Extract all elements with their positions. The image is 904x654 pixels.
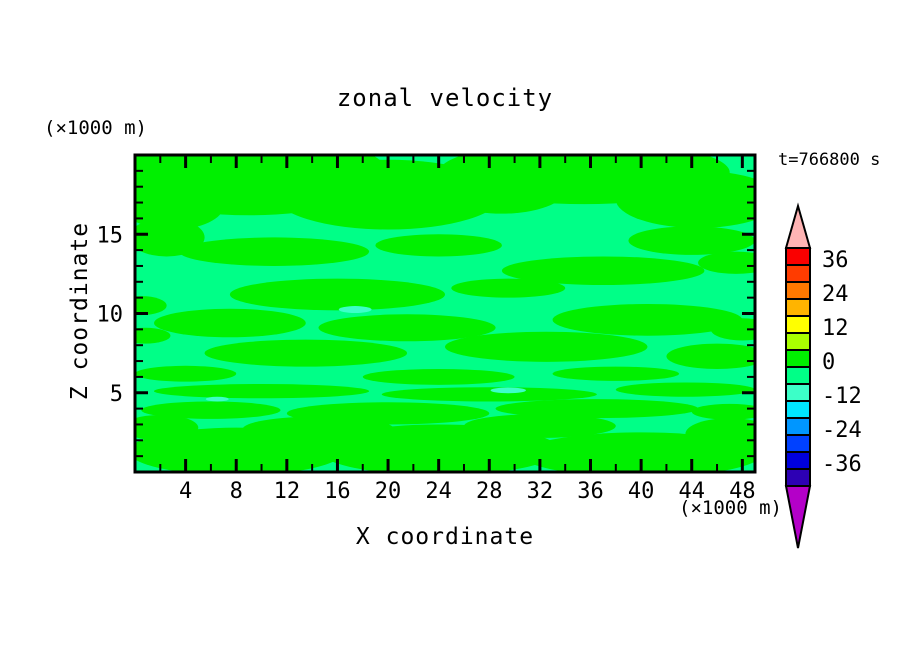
x-tick-label: 12: [274, 479, 301, 504]
field-patch: [552, 366, 680, 381]
field-aqua-patch: [338, 306, 372, 314]
field-patch: [451, 278, 566, 298]
colorbar-tick-label: 24: [822, 282, 849, 307]
colorbar-segment: [785, 281, 811, 300]
field-patch: [698, 251, 755, 274]
field-patch: [153, 384, 370, 399]
field-patch: [135, 414, 199, 441]
x-tick-label: 48: [729, 479, 756, 504]
field-aqua-patch: [490, 387, 526, 394]
x-tick-label: 8: [230, 479, 243, 504]
colorbar-segment: [785, 315, 811, 334]
colorbar-tick-label: -36: [822, 452, 862, 477]
field-patch: [495, 399, 699, 419]
field-patch: [362, 368, 515, 385]
field-patch: [135, 296, 167, 316]
field-patch: [615, 382, 755, 397]
field-patch: [710, 318, 755, 341]
field-patch: [685, 418, 755, 450]
chart-title: zonal velocity: [336, 84, 554, 112]
z-tick-label: 5: [110, 382, 123, 407]
colorbar-segment: [785, 332, 811, 351]
field-patch: [135, 365, 237, 382]
field-patch: [501, 256, 705, 285]
x-tick-label: 32: [527, 479, 554, 504]
field-patch: [229, 278, 445, 311]
field-patch: [242, 416, 395, 442]
colorbar-segment: [785, 451, 811, 470]
colorbar-segment: [785, 247, 811, 266]
colorbar-segment: [785, 417, 811, 436]
x-tick-label: 36: [577, 479, 604, 504]
y-axis-unit-label: (×1000 m): [44, 117, 147, 139]
z-tick-label: 15: [97, 223, 124, 248]
z-tick-label: 10: [97, 303, 124, 328]
field-patch: [375, 234, 502, 257]
field-patch: [691, 403, 755, 420]
field-patch: [135, 327, 171, 344]
x-tick-label: 16: [324, 479, 351, 504]
field-patch: [445, 331, 648, 362]
x-tick-label: 28: [476, 479, 503, 504]
field-patch: [463, 414, 616, 438]
field-patch: [552, 303, 743, 336]
field-patch: [615, 170, 755, 228]
colorbar-under-arrow: [784, 485, 812, 549]
field-patch: [666, 343, 755, 369]
field-patch: [135, 218, 205, 257]
field-patch: [135, 181, 224, 230]
colorbar-segment: [785, 298, 811, 317]
colorbar-segment: [785, 349, 811, 368]
x-axis-title: X coordinate: [355, 524, 535, 550]
colorbar-segment: [785, 468, 811, 487]
x-tick-label: 40: [628, 479, 655, 504]
field-patch: [381, 387, 597, 402]
colorbar-segment: [785, 264, 811, 283]
field-patch: [438, 166, 566, 214]
field-patch: [628, 226, 755, 255]
colorbar-segment: [785, 434, 811, 453]
x-tick-label: 24: [425, 479, 452, 504]
field-patch: [318, 314, 496, 342]
field-patch: [141, 401, 281, 419]
field-patches: [135, 155, 755, 472]
colorbar-tick-label: 12: [822, 316, 849, 341]
colorbar-tick-label: -24: [822, 418, 862, 443]
colorbar-segment: [785, 366, 811, 385]
colorbar-tick-label: 0: [822, 350, 835, 375]
time-annotation: t=766800 s: [778, 150, 881, 170]
field-aqua-patch: [205, 396, 229, 402]
field-patch: [204, 339, 408, 367]
x-axis-unit-label: (×1000 m): [679, 497, 782, 519]
colorbar-segment: [785, 400, 811, 419]
colorbar-tick-label: 36: [822, 248, 849, 273]
field-patch: [153, 308, 306, 338]
colorbar-segment: [785, 383, 811, 402]
field-patch: [179, 237, 370, 266]
x-tick-label: 4: [179, 479, 192, 504]
colorbar-tick-label: -12: [822, 384, 862, 409]
colorbar-over-arrow: [784, 202, 812, 249]
x-tick-label: 20: [375, 479, 402, 504]
x-tick-label: 44: [678, 479, 705, 504]
